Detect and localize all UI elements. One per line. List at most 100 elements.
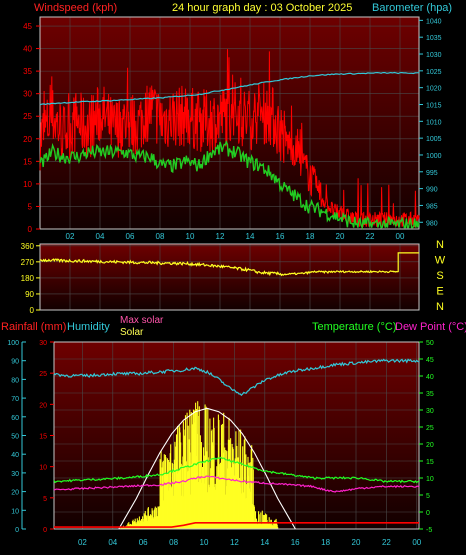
temperature-tick-label: 45 — [426, 357, 434, 364]
temperature-tick-label: 15 — [426, 459, 434, 466]
y-tick-label: 10 — [23, 180, 32, 189]
y2-tick-label: 1000 — [426, 153, 442, 160]
x-tick-label: 16 — [276, 232, 285, 241]
rain-tick-label: 25 — [39, 371, 47, 378]
solar-label: Solar — [120, 327, 144, 338]
y2-tick-label: 1015 — [426, 102, 442, 109]
x-tick-label: 16 — [291, 538, 300, 547]
compass-label: W — [435, 255, 446, 267]
x-tick-label: 12 — [230, 538, 239, 547]
humidity-tick-label: 80 — [11, 377, 19, 384]
y2-tick-label: 990 — [426, 187, 438, 194]
humidity-tick-label: 20 — [11, 490, 19, 497]
y2-tick-label: 1020 — [426, 86, 442, 93]
humidity-axis-title: Humidity — [67, 321, 110, 333]
chart-title: 24 hour graph day : 03 October 2025 — [172, 2, 352, 14]
rain-tick-label: 5 — [43, 496, 47, 503]
x-tick-label: 02 — [66, 232, 75, 241]
y-tick-label: 20 — [23, 135, 32, 144]
humidity-tick-label: 40 — [11, 452, 19, 459]
rain-tick-label: 0 — [43, 527, 47, 534]
y-tick-label: 180 — [21, 274, 35, 283]
y-tick-label: 15 — [23, 157, 32, 166]
series-dewpoint — [53, 475, 420, 493]
plot-border — [39, 16, 420, 230]
y-tick-label: 5 — [28, 202, 33, 211]
x-tick-label: 10 — [200, 538, 209, 547]
series-temperature — [53, 456, 420, 484]
y-tick-label: 35 — [23, 67, 32, 76]
temperature-tick-label: 35 — [426, 391, 434, 398]
humidity-tick-label: 70 — [11, 396, 19, 403]
x-tick-label: 20 — [336, 232, 345, 241]
x-tick-label: 04 — [96, 232, 105, 241]
y2-tick-label: 1005 — [426, 136, 442, 143]
series-barometer — [39, 71, 420, 106]
x-tick-label: 14 — [246, 232, 255, 241]
temperature-tick-label: 40 — [426, 374, 434, 381]
x-tick-label: 18 — [306, 232, 315, 241]
y2-tick-label: 1025 — [426, 69, 442, 76]
rain-tick-label: 20 — [39, 402, 47, 409]
rain-tick-label: 10 — [39, 465, 47, 472]
y2-tick-label: 1010 — [426, 119, 442, 126]
temperature-tick-label: 10 — [426, 476, 434, 483]
x-tick-label: 06 — [126, 232, 135, 241]
temperature-tick-label: 25 — [426, 425, 434, 432]
x-tick-label: 22 — [382, 538, 391, 547]
y2-tick-label: 1040 — [426, 18, 442, 25]
humidity-tick-label: 90 — [11, 359, 19, 366]
temperature-tick-label: 20 — [426, 442, 434, 449]
x-tick-label: 20 — [352, 538, 361, 547]
x-tick-label: 02 — [78, 538, 87, 547]
y2-tick-label: 995 — [426, 170, 438, 177]
rain-tick-label: 30 — [39, 340, 47, 347]
series-humidity — [53, 358, 420, 397]
temperature-tick-label: 0 — [426, 510, 430, 517]
y-tick-label: 45 — [23, 22, 32, 31]
y-tick-label: 0 — [30, 306, 35, 315]
y-tick-label: 90 — [25, 290, 34, 299]
y2-tick-label: 985 — [426, 203, 438, 210]
windspeed-axis-title: Windspeed (kph) — [34, 2, 117, 14]
humidity-tick-label: 60 — [11, 415, 19, 422]
y-tick-label: 270 — [21, 258, 35, 267]
dewpoint-axis-title: Dew Point (°C) — [395, 321, 466, 333]
series-wind-direction — [39, 252, 419, 277]
y-tick-label: 25 — [23, 112, 32, 121]
x-tick-label: 08 — [169, 538, 178, 547]
x-tick-label: 12 — [216, 232, 225, 241]
barometer-axis-title: Barometer (hpa) — [372, 2, 452, 14]
series-windgust — [39, 49, 420, 228]
compass-label: N — [436, 239, 444, 251]
x-tick-label: 06 — [139, 538, 148, 547]
rain-tick-label: 15 — [39, 434, 47, 441]
temperature-humidity-panel: 0102030405060708090100051015202530-50510… — [7, 340, 434, 547]
temperature-tick-label: 50 — [426, 340, 434, 347]
temperature-tick-label: 30 — [426, 408, 434, 415]
humidity-tick-label: 30 — [11, 471, 19, 478]
humidity-tick-label: 100 — [7, 340, 19, 347]
compass-label: S — [436, 270, 443, 282]
compass-label: E — [436, 286, 443, 298]
y-tick-label: 30 — [23, 90, 32, 99]
humidity-tick-label: 50 — [11, 434, 19, 441]
x-tick-label: 18 — [321, 538, 330, 547]
series-windspeed — [39, 139, 420, 231]
y-tick-label: 40 — [23, 45, 32, 54]
x-tick-label: 00 — [396, 232, 405, 241]
humidity-tick-label: 10 — [11, 508, 19, 515]
y2-tick-label: 1030 — [426, 52, 442, 59]
y2-tick-label: 1035 — [426, 35, 442, 42]
series-max-solar — [118, 407, 296, 530]
x-tick-label: 08 — [156, 232, 165, 241]
x-tick-label: 04 — [108, 538, 117, 547]
y-tick-label: 360 — [21, 242, 35, 251]
rainfall-axis-title: Rainfall (mm) — [1, 321, 66, 333]
humidity-tick-label: 0 — [15, 527, 19, 534]
temperature-tick-label: -5 — [426, 527, 432, 534]
plot-border — [39, 243, 420, 311]
temperature-axis-title: Temperature (°C) — [312, 321, 396, 333]
